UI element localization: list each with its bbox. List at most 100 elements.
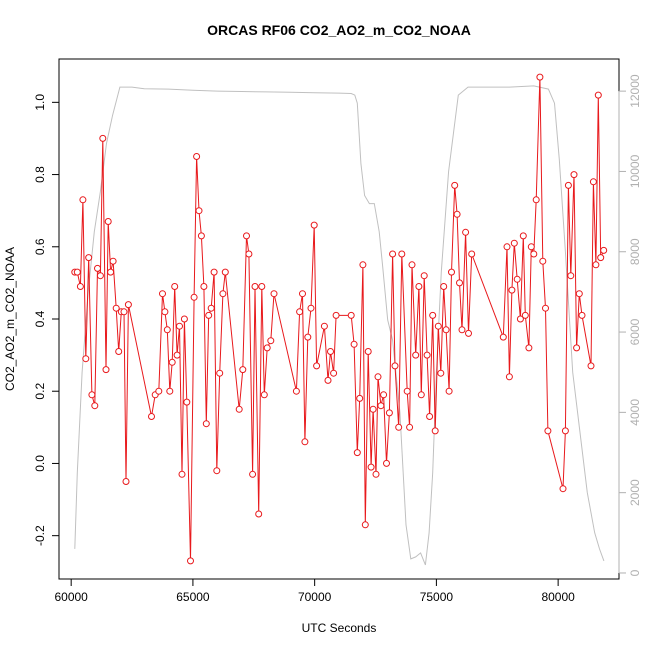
data-point <box>412 351 420 359</box>
data-point <box>255 510 263 518</box>
data-point <box>299 290 306 298</box>
data-point <box>171 283 179 290</box>
data-point <box>79 196 87 204</box>
data-point <box>462 228 470 236</box>
data-point <box>270 290 278 298</box>
co2-series <box>71 73 608 565</box>
y-tick-label: 0.0 <box>33 455 47 472</box>
data-point <box>350 340 358 348</box>
data-point <box>99 134 107 142</box>
data-point <box>91 402 99 410</box>
data-point <box>445 387 453 395</box>
data-point <box>292 387 300 395</box>
data-point <box>173 351 181 359</box>
data-point <box>539 257 547 265</box>
y-axis: -0.2 0.0 0.2 0.4 0.6 0.8 1.0 <box>33 94 60 546</box>
data-point <box>575 290 583 298</box>
data-point <box>408 261 416 269</box>
data-point <box>359 261 367 269</box>
data-point <box>122 478 130 485</box>
data-point <box>183 398 191 406</box>
data-point <box>426 413 434 420</box>
data-point <box>205 311 213 319</box>
data-point <box>440 283 448 290</box>
data-point <box>176 322 183 330</box>
data-point <box>587 362 595 370</box>
data-point <box>193 153 201 160</box>
data-point <box>594 91 602 99</box>
data-point <box>249 470 257 478</box>
data-point <box>120 308 128 316</box>
data-point <box>406 423 414 431</box>
data-point <box>155 387 163 395</box>
y2-tick-label: 0 <box>628 569 642 576</box>
data-point <box>94 264 101 272</box>
data-point <box>353 449 361 457</box>
data-point <box>431 427 439 435</box>
data-point <box>499 333 507 341</box>
data-point <box>530 250 538 258</box>
y-tick-label: 0.2 <box>33 383 47 400</box>
data-point <box>451 181 459 189</box>
data-point <box>313 362 321 370</box>
data-point <box>398 250 406 258</box>
data-point <box>573 344 581 352</box>
data-point <box>82 355 90 363</box>
y-tick-label: 1.0 <box>33 94 47 111</box>
data-point <box>361 521 369 529</box>
data-point <box>536 73 544 81</box>
y-tick-label: 0.6 <box>33 238 47 255</box>
co2-line <box>74 77 605 561</box>
data-point <box>197 232 205 240</box>
data-point <box>76 283 84 290</box>
data-point <box>519 232 527 240</box>
data-point <box>600 246 608 254</box>
data-point <box>364 348 372 355</box>
x-axis: 60000 65000 70000 75000 80000 <box>54 578 575 604</box>
data-point <box>267 337 275 345</box>
data-point <box>124 301 132 309</box>
plot-frame <box>58 58 620 580</box>
data-point <box>320 322 328 330</box>
y2-tick-label: 10000 <box>628 154 642 188</box>
data-point <box>380 391 388 399</box>
data-point <box>356 394 364 402</box>
x-tick-label: 80000 <box>541 590 575 604</box>
altitude-line <box>74 85 605 566</box>
data-point <box>505 373 513 381</box>
data-point <box>389 250 397 258</box>
data-point <box>168 358 176 366</box>
data-point <box>578 311 586 319</box>
data-point <box>235 405 243 413</box>
data-point <box>468 250 476 258</box>
data-point <box>330 369 338 377</box>
data-point <box>216 369 224 377</box>
data-point <box>503 243 511 251</box>
data-point <box>263 344 271 352</box>
data-point <box>161 308 169 316</box>
data-point <box>391 362 399 370</box>
data-point <box>420 272 428 280</box>
y2-axis: 0 2000 4000 6000 8000 10000 12000 <box>618 74 642 576</box>
data-point <box>369 405 377 413</box>
data-point <box>434 322 442 330</box>
data-point <box>429 311 437 319</box>
data-point <box>245 250 253 258</box>
data-point <box>564 181 572 189</box>
data-point <box>544 427 552 435</box>
data-point <box>570 171 578 179</box>
data-point <box>525 344 533 352</box>
data-point <box>403 387 411 395</box>
data-point <box>456 279 463 287</box>
data-point <box>513 275 521 283</box>
data-point <box>383 459 390 467</box>
data-point <box>559 485 567 493</box>
data-point <box>453 210 461 218</box>
data-point <box>213 467 221 475</box>
data-point <box>96 272 104 280</box>
data-point <box>88 391 96 399</box>
data-point <box>73 268 81 276</box>
data-point <box>367 463 375 471</box>
data-point <box>372 470 380 478</box>
